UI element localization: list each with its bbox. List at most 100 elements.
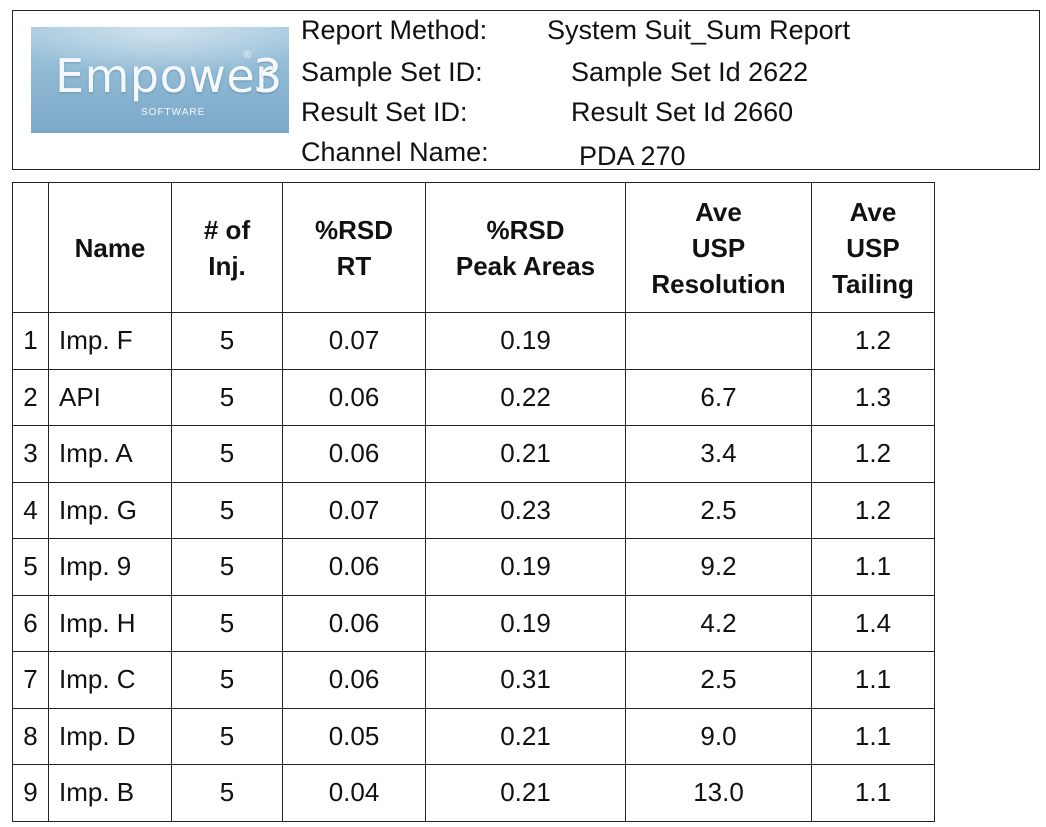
- cell-rsd-area: 0.19: [425, 538, 626, 596]
- table-row: 2 API 5 0.06 0.22 6.7 1.3: [12, 368, 935, 426]
- header-inj-line2: Inj.: [208, 250, 246, 281]
- cell-tailing: 1.2: [811, 481, 935, 539]
- cell-inj: 5: [171, 594, 283, 652]
- sample-set-id-value: Sample Set Id 2622: [571, 57, 809, 87]
- cell-tailing: 1.3: [811, 368, 935, 426]
- cell-index: 8: [12, 707, 49, 765]
- cell-tailing: 1.1: [811, 651, 935, 709]
- cell-resolution: 4.2: [625, 594, 812, 652]
- cell-tailing: 1.1: [811, 707, 935, 765]
- empower-logo: Empower ® 3 SOFTWARE: [31, 27, 289, 133]
- header-rsd-area-line1: %RSD: [486, 214, 565, 245]
- cell-tailing: 1.1: [811, 538, 935, 596]
- logo-registered-mark: ®: [243, 49, 252, 61]
- cell-tailing: 1.4: [811, 594, 935, 652]
- cell-rsd-rt: 0.05: [282, 707, 426, 765]
- header-index: [12, 182, 49, 313]
- result-set-id-label: Result Set ID:: [301, 97, 468, 127]
- cell-rsd-rt: 0.04: [282, 764, 426, 822]
- cell-resolution: 13.0: [625, 764, 812, 822]
- header-resolution-line3: Resolution: [651, 268, 786, 299]
- header-rsd-rt-line2: RT: [336, 250, 372, 281]
- cell-inj: 5: [171, 764, 283, 822]
- channel-name-value: PDA 270: [579, 141, 686, 171]
- cell-name: Imp. H: [48, 594, 172, 652]
- cell-index: 6: [12, 594, 49, 652]
- table-row: 1 Imp. F 5 0.07 0.19 1.2: [12, 312, 935, 370]
- report-header: Empower ® 3 SOFTWARE Report Method: Syst…: [12, 10, 1040, 171]
- channel-name-label: Channel Name:: [301, 137, 489, 167]
- cell-name: Imp. B: [48, 764, 172, 822]
- result-set-id-value: Result Set Id 2660: [571, 97, 794, 127]
- header-rsd-area-line2: Peak Areas: [455, 250, 596, 281]
- header-tailing-line3: Tailing: [832, 268, 914, 299]
- cell-index: 1: [12, 312, 49, 370]
- cell-tailing: 1.2: [811, 312, 935, 370]
- cell-tailing: 1.2: [811, 425, 935, 483]
- cell-resolution: 6.7: [625, 368, 812, 426]
- cell-resolution: 2.5: [625, 651, 812, 709]
- table-row: 4 Imp. G 5 0.07 0.23 2.5 1.2: [12, 481, 935, 539]
- cell-index: 3: [12, 425, 49, 483]
- header-resolution-line1: Ave: [695, 196, 742, 227]
- cell-rsd-rt: 0.07: [282, 481, 426, 539]
- cell-resolution: 9.0: [625, 707, 812, 765]
- cell-rsd-rt: 0.06: [282, 425, 426, 483]
- cell-rsd-rt: 0.07: [282, 312, 426, 370]
- cell-name: API: [48, 368, 172, 426]
- cell-index: 5: [12, 538, 49, 596]
- cell-inj: 5: [171, 481, 283, 539]
- cell-index: 4: [12, 481, 49, 539]
- cell-resolution: 2.5: [625, 481, 812, 539]
- table-row: 5 Imp. 9 5 0.06 0.19 9.2 1.1: [12, 538, 935, 596]
- report-method-label: Report Method:: [301, 15, 488, 45]
- logo-number: 3: [253, 49, 283, 103]
- header-rsd-area: %RSD Peak Areas: [425, 182, 626, 313]
- header-resolution: Ave USP Resolution: [625, 182, 812, 313]
- cell-inj: 5: [171, 538, 283, 596]
- cell-inj: 5: [171, 368, 283, 426]
- cell-rsd-area: 0.23: [425, 481, 626, 539]
- cell-name: Imp. A: [48, 425, 172, 483]
- cell-name: Imp. F: [48, 312, 172, 370]
- header-tailing-line1: Ave: [849, 196, 897, 227]
- table-row: 6 Imp. H 5 0.06 0.19 4.2 1.4: [12, 594, 935, 652]
- cell-index: 9: [12, 764, 49, 822]
- cell-tailing: 1.1: [811, 764, 935, 822]
- header-name: Name: [48, 182, 172, 313]
- cell-rsd-area: 0.19: [425, 312, 626, 370]
- cell-index: 2: [12, 368, 49, 426]
- cell-inj: 5: [171, 425, 283, 483]
- table-row: 3 Imp. A 5 0.06 0.21 3.4 1.2: [12, 425, 935, 483]
- cell-resolution: [625, 312, 812, 370]
- cell-resolution: 9.2: [625, 538, 812, 596]
- cell-name: Imp. 9: [48, 538, 172, 596]
- cell-rsd-rt: 0.06: [282, 538, 426, 596]
- header-rsd-rt-line1: %RSD: [314, 214, 393, 245]
- cell-rsd-area: 0.21: [425, 425, 626, 483]
- cell-name: Imp. G: [48, 481, 172, 539]
- logo-subtitle: SOFTWARE: [141, 107, 206, 118]
- cell-name: Imp. D: [48, 707, 172, 765]
- header-rsd-rt: %RSD RT: [282, 182, 426, 313]
- cell-rsd-area: 0.21: [425, 764, 626, 822]
- cell-rsd-rt: 0.06: [282, 368, 426, 426]
- cell-rsd-rt: 0.06: [282, 651, 426, 709]
- cell-index: 7: [12, 651, 49, 709]
- cell-resolution: 3.4: [625, 425, 812, 483]
- header-tailing-line2: USP: [846, 232, 900, 263]
- table-row: 8 Imp. D 5 0.05 0.21 9.0 1.1: [12, 707, 935, 765]
- table-header-row: Name # of Inj. %RSD RT %RSD Peak Areas A…: [12, 182, 935, 313]
- cell-inj: 5: [171, 312, 283, 370]
- cell-rsd-area: 0.31: [425, 651, 626, 709]
- cell-rsd-rt: 0.06: [282, 594, 426, 652]
- cell-name: Imp. C: [48, 651, 172, 709]
- cell-inj: 5: [171, 707, 283, 765]
- cell-inj: 5: [171, 651, 283, 709]
- header-tailing: Ave USP Tailing: [811, 182, 935, 313]
- report-method-value: System Suit_Sum Report: [547, 15, 851, 45]
- cell-rsd-area: 0.22: [425, 368, 626, 426]
- system-suitability-table: Name # of Inj. %RSD RT %RSD Peak Areas A…: [12, 182, 935, 822]
- header-inj: # of Inj.: [171, 182, 283, 313]
- header-resolution-line2: USP: [691, 232, 746, 263]
